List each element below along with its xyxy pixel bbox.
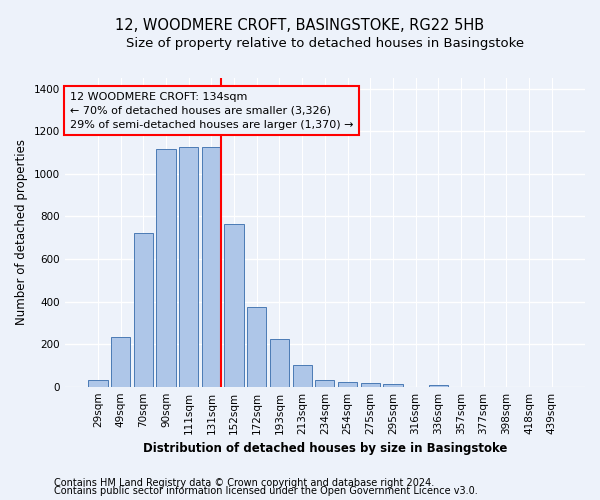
Text: 12 WOODMERE CROFT: 134sqm
← 70% of detached houses are smaller (3,326)
29% of se: 12 WOODMERE CROFT: 134sqm ← 70% of detac…: [70, 92, 353, 130]
Bar: [293, 366, 312, 386]
Bar: [134, 234, 153, 386]
X-axis label: Distribution of detached houses by size in Basingstoke: Distribution of detached houses by size …: [143, 442, 507, 455]
Text: 12, WOODMERE CROFT, BASINGSTOKE, RG22 5HB: 12, WOODMERE CROFT, BASINGSTOKE, RG22 5H…: [115, 18, 485, 32]
Bar: [224, 224, 244, 386]
Bar: [179, 147, 199, 386]
Bar: [383, 384, 403, 386]
Text: Contains public sector information licensed under the Open Government Licence v3: Contains public sector information licen…: [54, 486, 478, 496]
Bar: [247, 307, 266, 386]
Title: Size of property relative to detached houses in Basingstoke: Size of property relative to detached ho…: [126, 38, 524, 51]
Bar: [361, 383, 380, 386]
Bar: [157, 150, 176, 386]
Bar: [315, 380, 334, 386]
Bar: [111, 336, 130, 386]
Bar: [338, 382, 357, 386]
Y-axis label: Number of detached properties: Number of detached properties: [15, 140, 28, 326]
Bar: [428, 384, 448, 386]
Bar: [202, 147, 221, 386]
Text: Contains HM Land Registry data © Crown copyright and database right 2024.: Contains HM Land Registry data © Crown c…: [54, 478, 434, 488]
Bar: [88, 380, 107, 386]
Bar: [270, 339, 289, 386]
